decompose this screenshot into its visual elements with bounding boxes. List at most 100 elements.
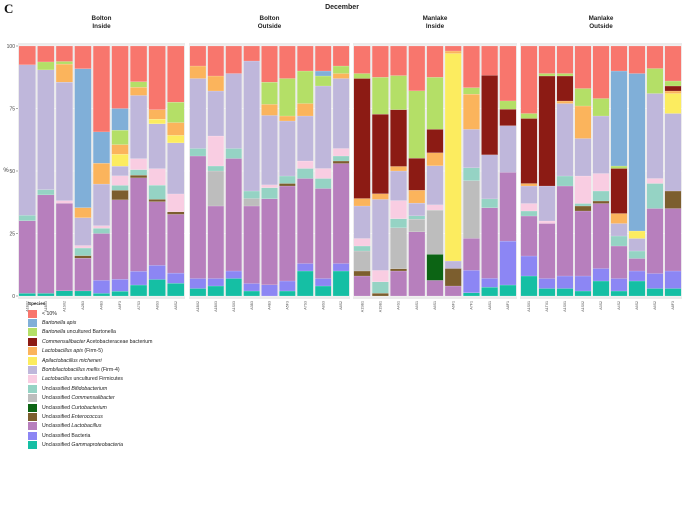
bar-segment [463, 292, 480, 297]
bar-segment [279, 290, 296, 297]
x-tick-label: A1B03 [214, 301, 218, 312]
bar-segment [592, 200, 610, 204]
bar-segment [646, 208, 664, 274]
bar-segment [664, 45, 682, 82]
legend-swatch [28, 375, 37, 384]
bar-segment [225, 45, 242, 74]
bar-segment [574, 175, 592, 204]
bar-segment [538, 45, 556, 74]
bar-segment [55, 200, 73, 204]
bar-segment [390, 75, 407, 110]
bar-segment [55, 290, 73, 297]
bar-segment [499, 172, 517, 242]
bar-segment [243, 198, 260, 207]
x-tick-label: A6S2 [635, 301, 639, 310]
bar-segment [426, 280, 444, 297]
bar-segment [315, 45, 332, 72]
bar-segment [37, 45, 55, 63]
x-tick-label: A4B3 [100, 301, 104, 310]
bar-segment [243, 205, 260, 284]
bar-segment [167, 135, 185, 144]
bar-segment [426, 129, 444, 153]
bar-segment [297, 70, 314, 104]
bar-segment [574, 290, 592, 297]
bar-segment [130, 175, 148, 178]
legend-swatch [28, 309, 37, 318]
bar-segment [225, 278, 242, 297]
bar-segment [499, 100, 517, 110]
panel-strip-title: Inside [426, 23, 445, 30]
bar-segment [481, 207, 498, 279]
bar-segment [481, 75, 498, 155]
bar-segment [408, 90, 426, 159]
bar-segment [574, 210, 592, 277]
bar-segment [297, 168, 314, 179]
bar-segment [130, 81, 148, 88]
x-tick-label: A1B02 [196, 301, 200, 312]
legend: Species < 10% Bartonella apis Bartonella u… [28, 301, 328, 450]
bar-segment [74, 255, 92, 259]
bar-segment [499, 284, 517, 297]
bar-segment [463, 94, 480, 130]
bar-segment [520, 203, 538, 212]
x-tick-label: A4S2 [617, 301, 621, 310]
x-tick-label: A1S03 [232, 301, 236, 312]
bar-segment [243, 283, 260, 292]
bar-segment [93, 293, 110, 297]
legend-item: < 10% [28, 309, 328, 318]
bar-segment [148, 265, 166, 280]
legend-swatch [28, 431, 37, 440]
bar-segment [315, 178, 332, 189]
bar-segment [646, 68, 664, 94]
bar-segment [130, 45, 148, 82]
bar-segment [167, 211, 185, 215]
bar-segment [610, 245, 628, 279]
bar-segment [664, 288, 682, 297]
x-tick-label: A8F3 [671, 301, 675, 310]
bar-segment [372, 293, 389, 297]
bar-segment [426, 254, 444, 281]
bar-segment [261, 82, 278, 105]
x-tick-label: A6S2 [653, 301, 657, 310]
bar-segment [463, 129, 480, 168]
bar-segment [538, 73, 556, 77]
bar-segment [444, 268, 462, 287]
y-tick-label: 0 [12, 294, 15, 300]
x-tick-label: A8S2 [174, 301, 178, 310]
x-tick-label: A8S3 [155, 301, 159, 310]
x-tick-label: A6S1 [415, 301, 419, 310]
bar-segment [130, 87, 148, 96]
bar-segment [390, 170, 407, 201]
bar-segment [297, 160, 314, 169]
bar-segment [628, 73, 646, 232]
bar-segment [499, 125, 517, 173]
x-tick-label: A7S3 [137, 301, 141, 310]
x-tick-label: A8S3 [321, 301, 325, 310]
legend-swatch [28, 337, 37, 346]
bar-segment [390, 200, 407, 219]
bar-segment [93, 45, 110, 133]
bar-segment [646, 273, 664, 289]
bar-segment [279, 280, 296, 292]
bar-segment [55, 45, 73, 62]
bar-segment [55, 82, 73, 201]
bar-segment [538, 288, 556, 297]
bar-segment [207, 45, 224, 77]
bar-segment [111, 154, 129, 167]
panel-strip-title: Outside [258, 23, 282, 30]
bar-segment [372, 45, 389, 78]
bar-segment [130, 271, 148, 286]
bar-segment [390, 227, 407, 269]
bar-segment [463, 87, 480, 95]
legend-label: Lactobacillus uncultured Firmicutes [42, 376, 124, 383]
bar-segment [646, 45, 664, 69]
legend-swatch [28, 356, 37, 365]
y-tick-label: 50 [9, 169, 15, 175]
bar-segment [261, 187, 278, 199]
bar-segment [481, 278, 498, 288]
bar-segment [279, 183, 296, 187]
legend-swatch [28, 403, 37, 412]
bar-segment [426, 152, 444, 166]
bar-segment [426, 77, 444, 130]
bar-segment [189, 148, 207, 157]
